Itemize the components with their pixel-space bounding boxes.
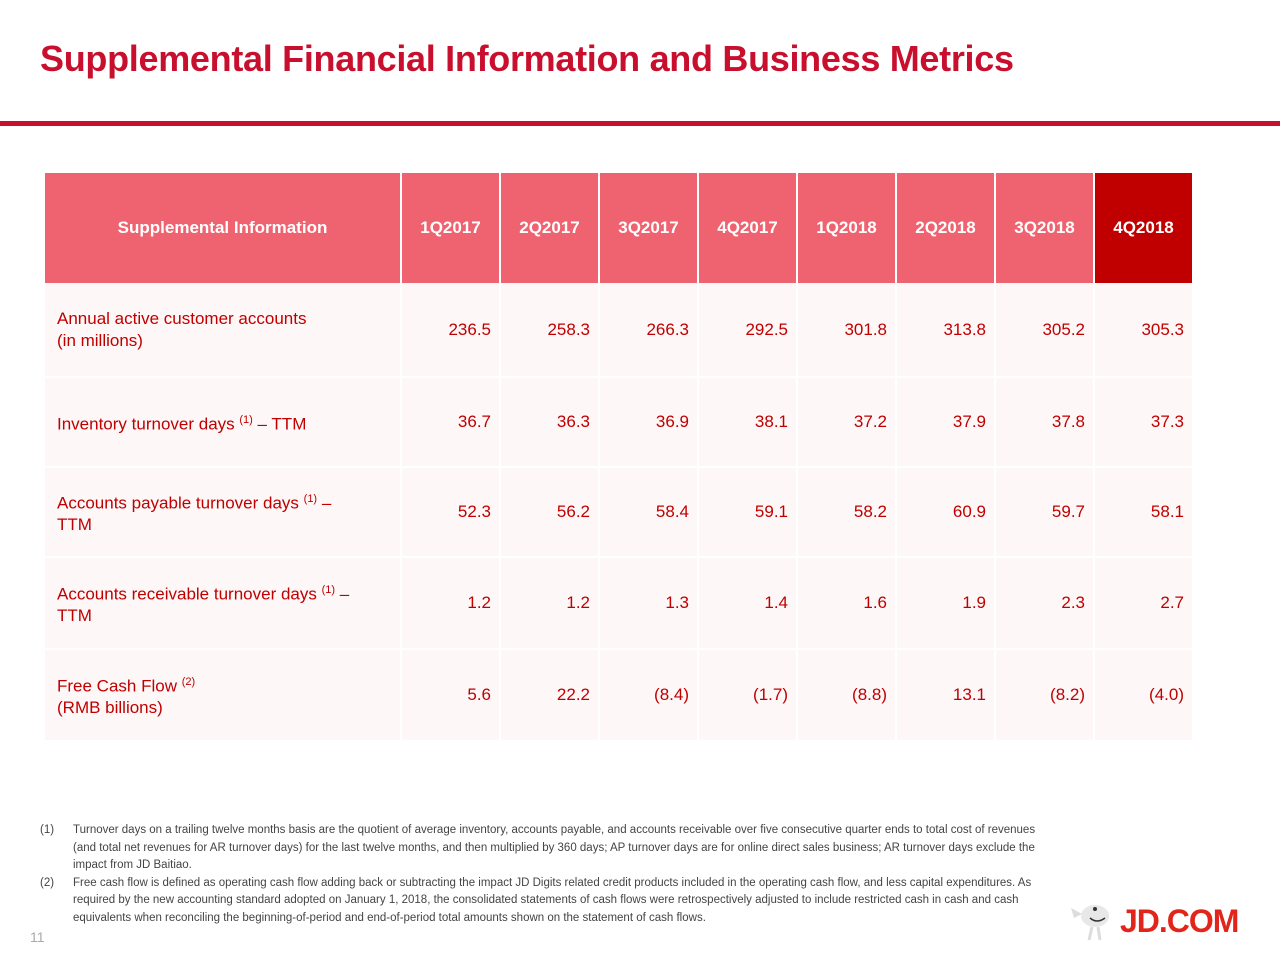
value-cell: 2.3	[995, 557, 1095, 650]
value-cell: 36.7	[401, 377, 501, 468]
header-quarter: 3Q2017	[599, 173, 699, 283]
value-cell: 1.4	[698, 557, 798, 650]
table-row: Free Cash Flow (2) (RMB billions) 5.6 22.2(…	[45, 649, 1194, 742]
value-cell: 305.3	[1094, 283, 1194, 378]
footnote-text: Free cash flow is defined as operating c…	[73, 876, 1032, 924]
label-subtext: TTM	[57, 515, 92, 535]
row-label: Free Cash Flow (2) (RMB billions)	[45, 649, 402, 742]
label-text: Annual active customer accounts	[57, 308, 307, 328]
value-cell: 292.5	[698, 283, 798, 378]
header-quarter: 2Q2018	[896, 173, 996, 283]
value-cell: 36.3	[500, 377, 600, 468]
label-text: Accounts payable turnover days	[57, 493, 304, 513]
value-cell: 60.9	[896, 467, 996, 558]
value-cell: 1.6	[797, 557, 897, 650]
value-cell: 59.1	[698, 467, 798, 558]
table-row: Annual active customer accounts (in milli…	[45, 283, 1194, 378]
footnote-ref: (1)	[321, 583, 336, 596]
label-subtext: (RMB billions)	[57, 698, 163, 718]
value-cell: 37.3	[1094, 377, 1194, 468]
header-quarter: 1Q2017	[401, 173, 501, 283]
value-cell: 13.1	[896, 649, 996, 742]
header-quarter: 4Q2018	[1094, 173, 1194, 283]
value-cell: 56.2	[500, 467, 600, 558]
value-cell: 22.2	[500, 649, 600, 742]
value-cell: 37.2	[797, 377, 897, 468]
header-quarter: 4Q2017	[698, 173, 798, 283]
table-row: Accounts payable turnover days (1) – TTM 5…	[45, 467, 1194, 558]
value-cell: 58.4	[599, 467, 699, 558]
label-suffix: –	[335, 584, 350, 604]
footnote-text: Turnover days on a trailing twelve month…	[73, 824, 1036, 871]
value-cell: 58.2	[797, 467, 897, 558]
value-cell: 1.2	[500, 557, 600, 650]
footnote-number: (2)	[40, 876, 55, 889]
value-cell: (8.8)	[797, 649, 897, 742]
footnote: (1) Turnover days on a trailing twelve mo…	[40, 822, 1040, 875]
value-cell: (4.0)	[1094, 649, 1194, 742]
footnote-ref: (2)	[181, 675, 196, 688]
value-cell: 1.3	[599, 557, 699, 650]
value-cell: 305.2	[995, 283, 1095, 378]
supplemental-table: Supplemental Information 1Q2017 2Q2017 3Q20…	[45, 173, 1194, 742]
header-quarter: 1Q2018	[797, 173, 897, 283]
table-row: Accounts receivable turnover days (1) – T…	[45, 557, 1194, 650]
value-cell: 301.8	[797, 283, 897, 378]
value-cell: 37.9	[896, 377, 996, 468]
footnote: (2) Free cash flow is defined as operatin…	[40, 875, 1040, 928]
title-divider	[0, 121, 1280, 126]
value-cell: 313.8	[896, 283, 996, 378]
jd-logo: JD.COM	[1068, 900, 1239, 942]
table-row: Inventory turnover days (1) – TTM 36.7 36.…	[45, 377, 1194, 468]
value-cell: (8.4)	[599, 649, 699, 742]
row-label: Inventory turnover days (1) – TTM	[45, 377, 402, 468]
footnote-ref: (1)	[239, 413, 253, 426]
row-label: Accounts payable turnover days (1) – TTM	[45, 467, 402, 558]
value-cell: 1.2	[401, 557, 501, 650]
row-label: Annual active customer accounts (in milli…	[45, 283, 402, 378]
value-cell: 58.1	[1094, 467, 1194, 558]
value-cell: 36.9	[599, 377, 699, 468]
value-cell: 37.8	[995, 377, 1095, 468]
footnote-number: (1)	[40, 824, 55, 836]
value-cell: (8.2)	[995, 649, 1095, 742]
header-quarter: 3Q2018	[995, 173, 1095, 283]
joy-dog-mascot-icon	[1071, 905, 1109, 941]
logo-wordmark: JD.COM	[1120, 902, 1239, 939]
value-cell: 258.3	[500, 283, 600, 378]
label-subtext: TTM	[57, 606, 92, 626]
label-suffix: –	[317, 493, 332, 513]
header-label: Supplemental Information	[45, 173, 402, 283]
page-number: 11	[30, 929, 45, 945]
value-cell: 59.7	[995, 467, 1095, 558]
value-cell: 266.3	[599, 283, 699, 378]
value-cell: (1.7)	[698, 649, 798, 742]
value-cell: 38.1	[698, 377, 798, 468]
label-text: Accounts receivable turnover days	[57, 584, 322, 604]
value-cell: 5.6	[401, 649, 501, 742]
label-text: Free Cash Flow	[57, 676, 182, 696]
page-title: Supplemental Financial Information and B…	[40, 38, 1014, 79]
header-quarter: 2Q2017	[500, 173, 600, 283]
label-text: Inventory turnover days	[57, 414, 240, 434]
footnote-ref: (1)	[303, 492, 318, 505]
label-subtext: (in millions)	[57, 330, 143, 350]
value-cell: 52.3	[401, 467, 501, 558]
table-header-row: Supplemental Information 1Q2017 2Q2017 3Q20…	[45, 173, 1194, 283]
value-cell: 2.7	[1094, 557, 1194, 650]
label-suffix: – TTM	[252, 414, 307, 434]
value-cell: 236.5	[401, 283, 501, 378]
row-label: Accounts receivable turnover days (1) – T…	[45, 557, 402, 650]
value-cell: 1.9	[896, 557, 996, 650]
footnotes: (1) Turnover days on a trailing twelve mo…	[40, 822, 1040, 927]
